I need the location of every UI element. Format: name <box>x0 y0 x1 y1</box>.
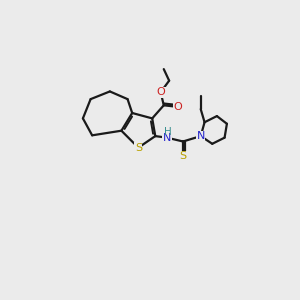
Text: N: N <box>163 133 171 142</box>
Text: H: H <box>164 127 172 137</box>
Text: S: S <box>179 151 187 161</box>
Text: S: S <box>135 143 142 153</box>
Text: O: O <box>156 87 165 97</box>
Text: O: O <box>173 102 182 112</box>
Text: N: N <box>196 131 205 141</box>
